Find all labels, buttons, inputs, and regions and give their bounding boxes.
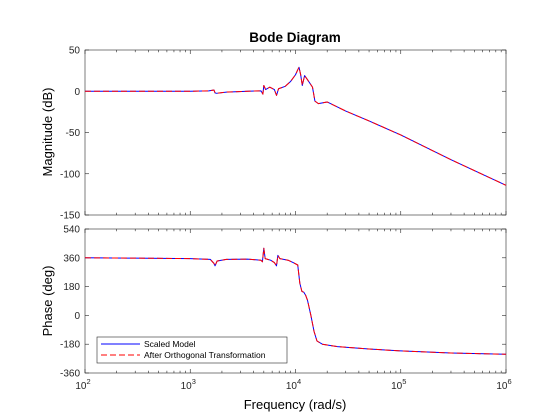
phase-ytick-label: 540 xyxy=(63,225,80,236)
phase-ytick-label: 0 xyxy=(74,311,80,322)
legend-label-scaled-model: Scaled Model xyxy=(144,339,196,349)
phase-ytick-label: 180 xyxy=(63,282,80,293)
phase-series-after-orthogonal xyxy=(84,247,507,355)
x-axis-label: Frequency (rad/s) xyxy=(244,397,347,412)
phase-ytick-label: 360 xyxy=(63,253,80,264)
magnitude-ytick-label: -100 xyxy=(60,169,80,180)
magnitude-plot-box xyxy=(84,49,507,216)
x-tick-label: 106 xyxy=(496,377,511,392)
legend-label-after-orthogonal: After Orthogonal Transformation xyxy=(144,350,266,360)
phase-ytick-label: -360 xyxy=(60,369,80,380)
legend-box xyxy=(96,336,288,364)
x-tick-label: 105 xyxy=(391,377,406,392)
magnitude-ylabel: Magnitude (dB) xyxy=(40,88,55,177)
magnitude-ytick-label: -50 xyxy=(66,128,81,139)
magnitude-ytick-label: 50 xyxy=(69,46,81,57)
x-tick-label: 104 xyxy=(286,377,301,392)
phase-ytick-label: -180 xyxy=(60,340,80,351)
magnitude-ytick-label: 0 xyxy=(74,87,80,98)
legend: Scaled Model After Orthogonal Transforma… xyxy=(96,336,288,364)
magnitude-axes: Magnitude (dB) 50 0 -50 -100 -150 xyxy=(40,46,507,222)
chart-title: Bode Diagram xyxy=(249,30,341,45)
magnitude-series-after-orthogonal xyxy=(85,66,507,186)
x-tick-label: 103 xyxy=(181,377,196,392)
phase-ylabel: Phase (deg) xyxy=(40,266,55,337)
magnitude-ytick-label: -150 xyxy=(60,211,80,222)
x-tick-labels: 102 103 104 105 106 xyxy=(75,377,511,392)
